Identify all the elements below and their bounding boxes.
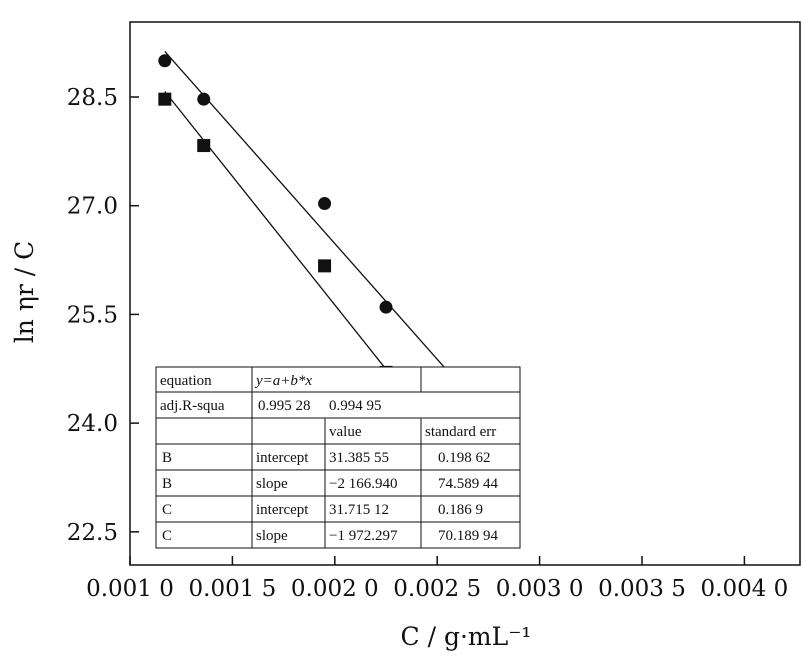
table-cell: 0.994 95 — [329, 398, 382, 414]
table-cell: value — [329, 424, 362, 440]
table-cell: −1 972.297 — [329, 528, 398, 544]
point-C — [318, 259, 332, 273]
table-cell: y=a+b*x — [254, 373, 312, 389]
x-axis-title: C / g·mL⁻¹ — [401, 622, 532, 651]
point-B — [197, 92, 211, 106]
y-tick-label: 28.5 — [67, 85, 118, 111]
x-tick-label: 0.003 0 — [496, 576, 584, 602]
table-cell: 31.715 12 — [329, 502, 389, 518]
table-cell: −2 166.940 — [329, 476, 397, 492]
table-cell: adj.R-squa — [160, 398, 225, 414]
fit-line-B — [164, 51, 489, 418]
table-cell: 0.995 28 — [258, 398, 311, 414]
table-cell: 74.589 44 — [438, 476, 499, 492]
y-tick-label: 22.5 — [67, 520, 118, 546]
x-tick-label: 0.003 5 — [598, 576, 686, 602]
x-tick-label: 0.001 5 — [189, 576, 277, 602]
table-cell: standard err — [425, 424, 496, 440]
fit-table — [155, 366, 521, 549]
x-tick-label: 0.002 0 — [291, 576, 379, 602]
table-cell: equation — [160, 373, 212, 389]
table-cell: C — [162, 528, 172, 544]
x-tick-label: 0.001 0 — [86, 576, 174, 602]
y-tick-label: 27.0 — [67, 194, 118, 220]
table-cell: slope — [256, 476, 288, 492]
x-tick-label: 0.002 5 — [393, 576, 481, 602]
table-cell: 70.189 94 — [438, 528, 499, 544]
table-cell: B — [162, 476, 172, 492]
y-tick-label: 25.5 — [67, 302, 118, 328]
table-cell: intercept — [256, 502, 309, 518]
x-tick-label: 0.004 0 — [701, 576, 789, 602]
table-cell: 0.198 62 — [438, 450, 491, 466]
table-cell: C — [162, 502, 172, 518]
y-tick-label: 24.0 — [67, 411, 118, 437]
table-cell: slope — [256, 528, 288, 544]
table-cell: 0.186 9 — [438, 502, 483, 518]
point-C — [197, 139, 211, 153]
table-cell: B — [162, 450, 172, 466]
point-B — [158, 54, 172, 68]
point-B — [318, 197, 332, 211]
point-B — [379, 300, 393, 314]
table-cell: 31.385 55 — [329, 450, 389, 466]
point-C — [158, 92, 172, 106]
table-cell: intercept — [256, 450, 309, 466]
y-axis-title: ln ηr / C — [10, 241, 39, 343]
plot-frame — [129, 21, 801, 566]
